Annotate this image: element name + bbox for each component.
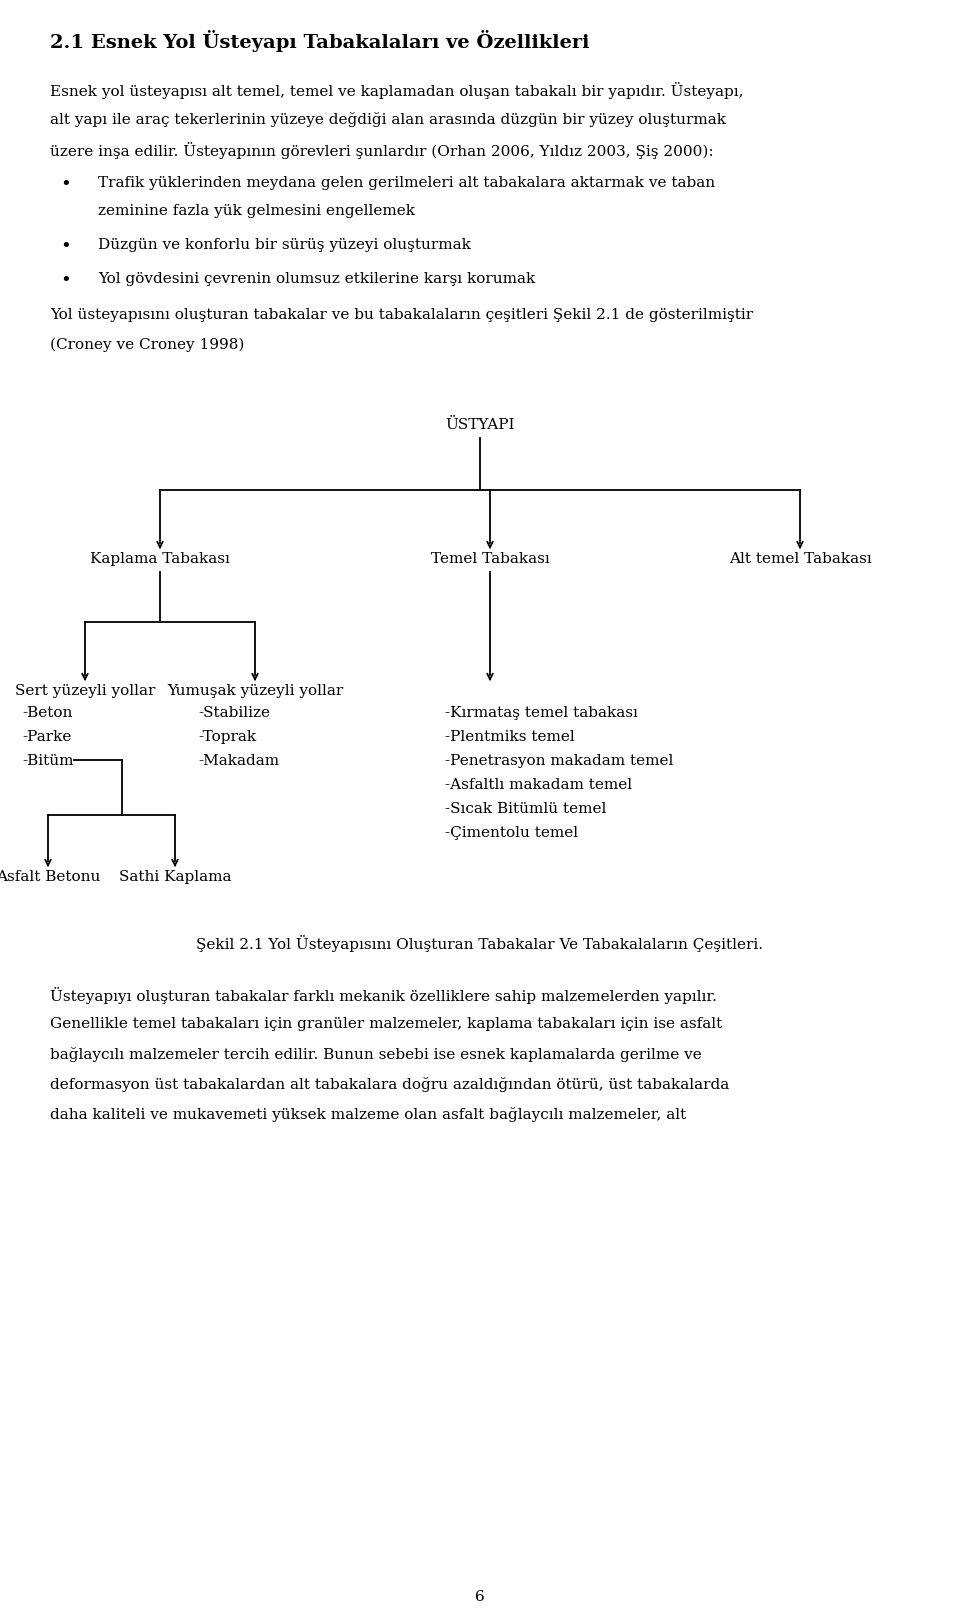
Text: •: •	[60, 177, 71, 195]
Text: Trafik yüklerinden meydana gelen gerilmeleri alt tabakalara aktarmak ve taban: Trafik yüklerinden meydana gelen gerilme…	[98, 177, 715, 190]
Text: -Çimentolu temel: -Çimentolu temel	[445, 827, 578, 840]
Text: Yol gövdesini çevrenin olumsuz etkilerine karşı korumak: Yol gövdesini çevrenin olumsuz etkilerin…	[98, 272, 536, 285]
Text: zeminine fazla yük gelmesini engellemek: zeminine fazla yük gelmesini engellemek	[98, 204, 415, 217]
Text: 6: 6	[475, 1590, 485, 1605]
Text: 2.1 Esnek Yol Üsteyapı Tabakalaları ve Özellikleri: 2.1 Esnek Yol Üsteyapı Tabakalaları ve Ö…	[50, 31, 589, 52]
Text: -Toprak: -Toprak	[198, 729, 256, 744]
Text: Alt temel Tabakası: Alt temel Tabakası	[729, 553, 872, 566]
Text: •: •	[60, 272, 71, 290]
Text: Üsteyapıyı oluşturan tabakalar farklı mekanik özelliklere sahip malzemelerden ya: Üsteyapıyı oluşturan tabakalar farklı me…	[50, 987, 717, 1003]
Text: -Stabilize: -Stabilize	[198, 707, 270, 720]
Text: ÜSTYAPI: ÜSTYAPI	[445, 418, 515, 433]
Text: -Beton: -Beton	[22, 707, 72, 720]
Text: Genellikle temel tabakaları için granüler malzemeler, kaplama tabakaları için is: Genellikle temel tabakaları için granüle…	[50, 1016, 722, 1031]
Text: Kaplama Tabakası: Kaplama Tabakası	[90, 553, 230, 566]
Text: -Bitüm: -Bitüm	[22, 754, 74, 768]
Text: üzere inşa edilir. Üsteyapının görevleri şunlardır (Orhan 2006, Yıldız 2003, Şiş: üzere inşa edilir. Üsteyapının görevleri…	[50, 143, 713, 159]
Text: -Sıcak Bitümlü temel: -Sıcak Bitümlü temel	[445, 802, 607, 815]
Text: Yumuşak yüzeyli yollar: Yumuşak yüzeyli yollar	[167, 684, 343, 699]
Text: -Makadam: -Makadam	[198, 754, 279, 768]
Text: Asfalt Betonu: Asfalt Betonu	[0, 870, 100, 883]
Text: daha kaliteli ve mukavemeti yüksek malzeme olan asfalt bağlaycılı malzemeler, al: daha kaliteli ve mukavemeti yüksek malze…	[50, 1107, 686, 1122]
Text: -Penetrasyon makadam temel: -Penetrasyon makadam temel	[445, 754, 673, 768]
Text: Sert yüzeyli yollar: Sert yüzeyli yollar	[14, 684, 156, 699]
Text: (Croney ve Croney 1998): (Croney ve Croney 1998)	[50, 339, 245, 352]
Text: bağlaycılı malzemeler tercih edilir. Bunun sebebi ise esnek kaplamalarda gerilme: bağlaycılı malzemeler tercih edilir. Bun…	[50, 1047, 702, 1062]
Text: alt yapı ile araç tekerlerinin yüzeye değdiği alan arasında düzgün bir yüzey olu: alt yapı ile araç tekerlerinin yüzeye de…	[50, 112, 726, 126]
Text: -Kırmataş temel tabakası: -Kırmataş temel tabakası	[445, 707, 637, 720]
Text: Yol üsteyapısını oluşturan tabakalar ve bu tabakalaların çeşitleri Şekil 2.1 de : Yol üsteyapısını oluşturan tabakalar ve …	[50, 308, 754, 323]
Text: -Asfaltlı makadam temel: -Asfaltlı makadam temel	[445, 778, 632, 793]
Text: Temel Tabakası: Temel Tabakası	[431, 553, 549, 566]
Text: Şekil 2.1 Yol Üsteyapısını Oluşturan Tabakalar Ve Tabakalaların Çeşitleri.: Şekil 2.1 Yol Üsteyapısını Oluşturan Tab…	[197, 935, 763, 952]
Text: -Plentmiks temel: -Plentmiks temel	[445, 729, 575, 744]
Text: Düzgün ve konforlu bir sürüş yüzeyi oluşturmak: Düzgün ve konforlu bir sürüş yüzeyi oluş…	[98, 238, 470, 251]
Text: -Parke: -Parke	[22, 729, 71, 744]
Text: •: •	[60, 238, 71, 256]
Text: Esnek yol üsteyapısı alt temel, temel ve kaplamadan oluşan tabakalı bir yapıdır.: Esnek yol üsteyapısı alt temel, temel ve…	[50, 83, 743, 99]
Text: Sathi Kaplama: Sathi Kaplama	[119, 870, 231, 883]
Text: deformasyon üst tabakalardan alt tabakalara doğru azaldığından ötürü, üst tabaka: deformasyon üst tabakalardan alt tabakal…	[50, 1076, 730, 1093]
